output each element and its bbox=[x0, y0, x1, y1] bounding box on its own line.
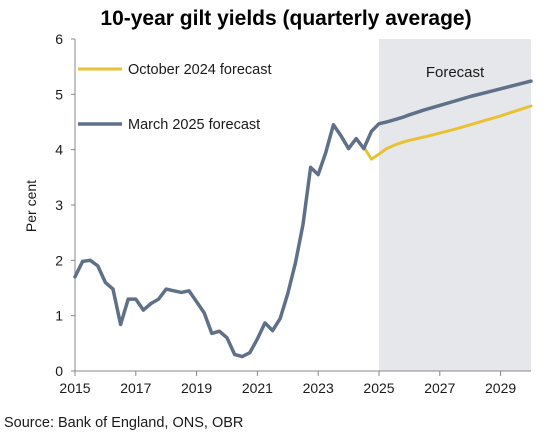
y-tick-label: 3 bbox=[55, 197, 63, 213]
y-tick-label: 5 bbox=[55, 86, 63, 102]
chart-title: 10-year gilt yields (quarterly average) bbox=[100, 7, 471, 30]
y-tick-label: 2 bbox=[55, 252, 63, 268]
x-tick-label: 2019 bbox=[181, 380, 212, 396]
y-tick-label: 0 bbox=[55, 363, 63, 379]
y-tick-label: 6 bbox=[55, 31, 63, 47]
series-lines bbox=[73, 79, 533, 359]
x-tick-label: 2025 bbox=[363, 380, 394, 396]
x-tick-label: 2021 bbox=[242, 380, 273, 396]
x-tick-label: 2015 bbox=[59, 380, 90, 396]
y-tick-label: 4 bbox=[55, 142, 63, 158]
forecast-label: Forecast bbox=[426, 64, 485, 81]
series-line-march-2025 bbox=[73, 79, 533, 359]
forecast-shading bbox=[379, 39, 531, 371]
legend-label-march-2025: March 2025 forecast bbox=[128, 117, 260, 133]
x-tick-label: 2027 bbox=[424, 380, 455, 396]
legend-label-october-2024: October 2024 forecast bbox=[128, 62, 271, 78]
axes bbox=[71, 38, 531, 376]
source-note: Source: Bank of England, ONS, OBR bbox=[4, 415, 243, 431]
x-tick-label: 2023 bbox=[303, 380, 334, 396]
x-tick-label: 2029 bbox=[485, 380, 516, 396]
y-tick-label: 1 bbox=[55, 308, 63, 324]
x-tick-label: 2017 bbox=[120, 380, 151, 396]
tick-labels: 0 1 2 3 4 5 6 2015 2017 2019 2021 2023 2025 2027 2029 bbox=[55, 31, 516, 396]
legend: October 2024 forecast March 2025 forecas… bbox=[78, 62, 271, 133]
series-line-october-2024 bbox=[362, 104, 533, 161]
y-axis-label: Per cent bbox=[23, 180, 39, 232]
